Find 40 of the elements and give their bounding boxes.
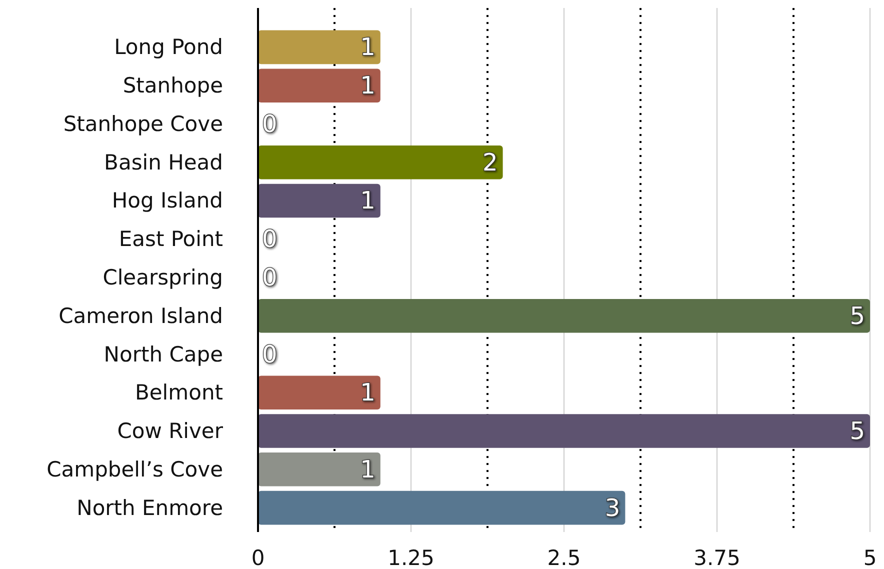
y-tick-label: Stanhope Cove	[63, 112, 223, 136]
data-label: 1	[360, 378, 376, 407]
y-tick-label: Clearspring	[102, 266, 223, 290]
bar	[258, 145, 503, 180]
y-tick-label: Long Pond	[114, 35, 223, 60]
y-tick-label: East Point	[118, 227, 223, 252]
data-label: 1	[360, 33, 376, 62]
x-tick-label: 1.25	[388, 546, 434, 569]
data-label: 1	[360, 72, 376, 100]
data-label: 0	[262, 264, 278, 292]
bar	[258, 184, 380, 218]
bar	[258, 298, 870, 333]
data-label: 0	[262, 225, 278, 254]
bar	[258, 68, 380, 102]
y-tick-label: North Enmore	[76, 496, 223, 520]
data-label: 0	[262, 110, 278, 138]
bar	[258, 414, 870, 448]
data-label: 5	[850, 302, 865, 330]
bar	[258, 490, 626, 525]
x-tick-label: 5	[863, 546, 877, 569]
x-tick-label: 3.75	[694, 546, 740, 569]
data-label: 1	[360, 455, 376, 484]
y-tick-label: Stanhope	[122, 74, 223, 98]
y-tick-label: Basin Head	[104, 150, 223, 174]
y-tick-label: North Cape	[104, 342, 223, 366]
data-label: 1	[360, 186, 376, 215]
y-tick-label: Cow River	[117, 419, 224, 444]
bar	[258, 452, 380, 486]
data-label: 0	[262, 340, 278, 368]
data-label: 2	[482, 148, 498, 176]
y-tick-label: Cameron Island	[58, 304, 223, 328]
bar	[258, 30, 380, 64]
data-label: 3	[604, 494, 620, 522]
y-tick-label: Hog Island	[112, 188, 223, 213]
x-tick-label: 2.5	[547, 546, 581, 569]
y-tick-label: Campbell’s Cove	[46, 457, 223, 482]
x-tick-label: 0	[251, 546, 265, 569]
y-tick-label: Belmont	[134, 380, 223, 405]
data-label: 5	[850, 417, 865, 446]
bar	[258, 376, 380, 410]
